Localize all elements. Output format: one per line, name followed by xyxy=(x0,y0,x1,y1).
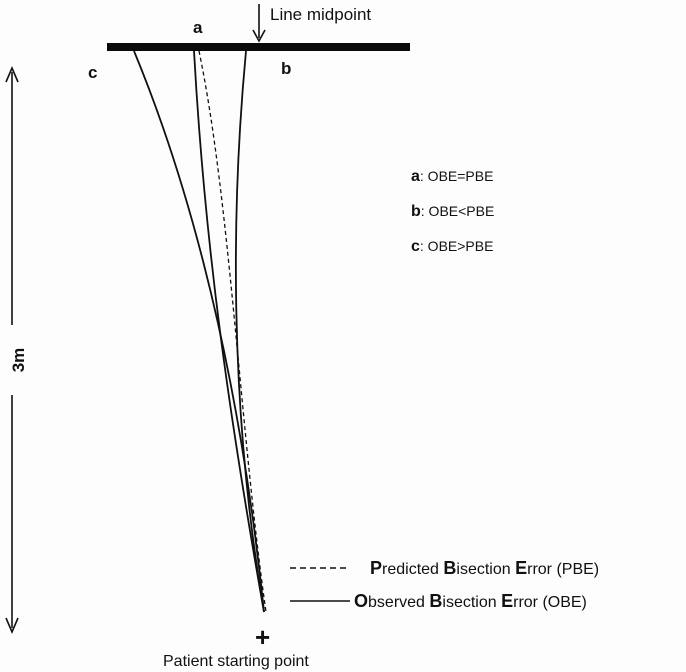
target-line xyxy=(107,43,410,51)
start-marker: + xyxy=(255,622,270,652)
distance-label: 3m xyxy=(9,348,28,373)
midpoint-arrow-head xyxy=(252,29,266,43)
trajectory-label-b: b xyxy=(281,59,291,78)
key-entry-b: b: OBE<PBE xyxy=(411,203,494,220)
legend-pbe-text: Predicted Bisection Error (PBE) xyxy=(370,558,599,578)
trajectory-label-a: a xyxy=(193,18,203,37)
midpoint-label: Line midpoint xyxy=(270,5,371,24)
distance-arrow-bottom-head xyxy=(5,617,19,635)
legend-obe-text: Observed Bisection Error (OBE) xyxy=(354,591,587,611)
trajectory-b-line xyxy=(234,50,265,613)
predicted-error-line xyxy=(198,50,267,613)
trajectory-label-c: c xyxy=(88,63,97,82)
key-entry-c: c: OBE>PBE xyxy=(411,238,493,255)
trajectory-c-line xyxy=(133,50,265,613)
start-label: Patient starting point xyxy=(163,653,309,670)
key-list: a: OBE=PBE b: OBE<PBE c: OBE>PBE xyxy=(411,168,494,255)
trajectory-a-line xyxy=(193,50,265,613)
distance-arrow-top-head xyxy=(5,65,19,83)
key-entry-a: a: OBE=PBE xyxy=(411,168,493,185)
